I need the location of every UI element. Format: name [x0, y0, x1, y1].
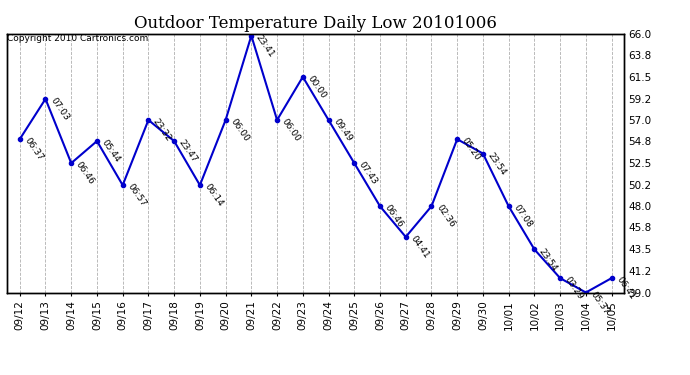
Text: 23:54: 23:54 [486, 151, 508, 177]
Text: 05:37: 05:37 [589, 290, 611, 316]
Text: 06:37: 06:37 [23, 136, 45, 163]
Text: 09:49: 09:49 [331, 117, 353, 144]
Text: 06:46: 06:46 [383, 204, 405, 230]
Text: 02:36: 02:36 [434, 204, 456, 230]
Text: Copyright 2010 Cartronics.com: Copyright 2010 Cartronics.com [7, 34, 148, 43]
Text: 23:32: 23:32 [151, 117, 173, 143]
Text: 05:20: 05:20 [460, 136, 482, 163]
Text: 23:41: 23:41 [254, 33, 276, 59]
Text: 06:00: 06:00 [228, 117, 250, 144]
Text: 06:14: 06:14 [203, 182, 225, 209]
Text: 06:57: 06:57 [126, 182, 148, 209]
Title: Outdoor Temperature Daily Low 20101006: Outdoor Temperature Daily Low 20101006 [135, 15, 497, 32]
Text: 06:00: 06:00 [280, 117, 302, 144]
Text: 07:03: 07:03 [48, 96, 70, 123]
Text: 23:54: 23:54 [538, 247, 559, 273]
Text: 06:46: 06:46 [74, 160, 96, 187]
Text: 05:44: 05:44 [100, 138, 122, 165]
Text: 07:08: 07:08 [511, 204, 533, 230]
Text: 06:41: 06:41 [614, 275, 636, 302]
Text: 03:29: 03:29 [563, 275, 585, 302]
Text: 07:43: 07:43 [357, 160, 380, 187]
Text: 04:41: 04:41 [408, 234, 431, 260]
Text: 00:00: 00:00 [306, 74, 328, 100]
Text: 23:47: 23:47 [177, 138, 199, 165]
